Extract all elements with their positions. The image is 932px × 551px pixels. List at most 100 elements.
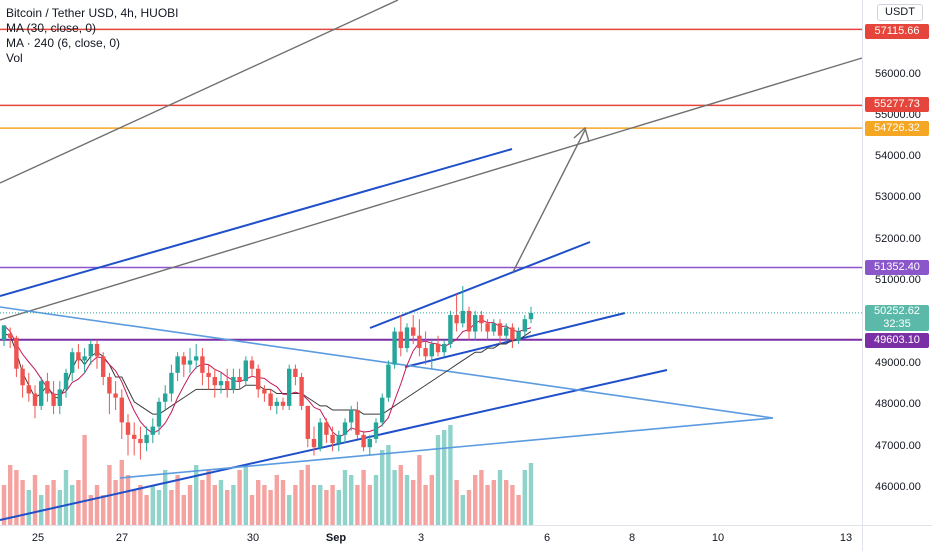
candle-body — [26, 385, 31, 394]
candle-body — [163, 393, 168, 402]
volume-bar — [63, 470, 69, 525]
candle-body — [318, 422, 323, 448]
candle-body — [398, 331, 403, 349]
volume-bar — [138, 485, 143, 525]
volume-bar — [94, 485, 100, 525]
volume-bar — [231, 485, 236, 525]
volume-bar — [305, 465, 310, 525]
level-tag-49603: 49603.10 — [865, 333, 929, 348]
volume-indicator-label[interactable]: Vol — [6, 51, 23, 65]
volume-bar — [212, 485, 217, 525]
volume-bar — [522, 470, 527, 525]
volume-bar — [8, 465, 13, 525]
candle-body — [504, 327, 509, 336]
volume-bar — [187, 485, 193, 525]
candle-body — [187, 360, 193, 365]
volume-bar — [454, 480, 459, 525]
candle-body — [448, 315, 453, 344]
candle-body — [169, 372, 174, 394]
volume-bar — [26, 490, 31, 525]
candle-body — [243, 360, 248, 382]
volume-bar — [324, 490, 329, 525]
time-tick: 3 — [417, 532, 425, 544]
bar-countdown: 32:35 — [883, 318, 911, 330]
volume-bar — [355, 485, 360, 525]
candle-body — [392, 331, 397, 365]
volume-bar — [485, 485, 490, 525]
volume-bar — [163, 470, 168, 525]
candle-body — [231, 376, 236, 390]
candle-body — [76, 352, 81, 361]
candle-body — [435, 343, 441, 353]
chart-legend: Bitcoin / Tether USD, 4h, HUOBI MA (30, … — [6, 6, 179, 66]
volume-bar — [249, 495, 255, 525]
candle-body — [404, 327, 410, 349]
currency-button[interactable]: USDT — [877, 4, 923, 21]
candle-body — [1, 325, 7, 340]
volume-bar — [206, 470, 211, 525]
ma240-indicator-label[interactable]: MA · 240 (6, close, 0) — [6, 36, 121, 50]
candle-body — [386, 364, 391, 398]
price-tick: 55000.00 — [875, 109, 921, 121]
trend-line — [369, 241, 591, 329]
axis-corner — [862, 525, 932, 551]
price-tick: 47000.00 — [875, 440, 921, 452]
price-tick: 46000.00 — [875, 481, 921, 493]
trend-line — [0, 306, 774, 419]
candle-body — [324, 422, 329, 435]
candle-body — [522, 319, 527, 332]
volume-bar — [20, 480, 25, 525]
symbol-title[interactable]: Bitcoin / Tether USD, 4h, HUOBI — [6, 6, 179, 20]
candle-body — [150, 426, 155, 435]
volume-bar — [386, 445, 391, 525]
level-tag-51352: 51352.40 — [865, 260, 929, 275]
current-price-tag: 50252.62 32:35 — [865, 305, 929, 331]
candle-body — [516, 331, 521, 340]
level-tag-57115: 57115.66 — [865, 24, 929, 39]
volume-bar — [237, 470, 242, 525]
trend-line — [512, 129, 586, 273]
candle-body — [32, 393, 38, 406]
candle-body — [94, 343, 100, 357]
volume-bar — [82, 435, 87, 525]
time-axis[interactable]: 25 27 30 Sep 3 6 8 10 13 — [0, 525, 862, 551]
volume-bar — [423, 485, 428, 525]
volume-bar — [398, 465, 403, 525]
volume-bar — [1, 485, 7, 525]
candle-body — [63, 372, 69, 390]
volume-bar — [429, 475, 434, 525]
volume-bar — [404, 475, 410, 525]
time-tick: 6 — [543, 532, 551, 544]
candle-body — [485, 323, 490, 332]
level-tag-55277: 55277.73 — [865, 97, 929, 112]
candle-body — [119, 397, 124, 423]
volume-bar — [516, 495, 521, 525]
volume-bar — [528, 463, 534, 525]
level-tag-54726: 54726.32 — [865, 121, 929, 136]
trend-line — [0, 148, 513, 297]
candle-body — [262, 389, 267, 394]
candle-body — [107, 376, 112, 394]
volume-bar — [45, 485, 50, 525]
volume-bar — [373, 475, 379, 525]
time-tick: 27 — [115, 532, 129, 544]
candle-body — [367, 438, 372, 448]
volume-bar — [218, 480, 224, 525]
candle-body — [380, 397, 385, 423]
price-axis[interactable]: USDT 56000.00 55000.00 54000.00 53000.00… — [862, 0, 932, 525]
volume-bar — [156, 490, 162, 525]
candle-body — [57, 389, 62, 406]
volume-bar — [299, 470, 304, 525]
candle-body — [268, 393, 273, 406]
candle-body — [249, 360, 255, 369]
candle-body — [280, 401, 286, 406]
candle-body — [70, 352, 75, 373]
volume-bar — [280, 480, 286, 525]
candle-body — [460, 310, 465, 324]
ma30-indicator-label[interactable]: MA (30, close, 0) — [6, 21, 97, 35]
price-tick: 52000.00 — [875, 233, 921, 245]
candle-body — [411, 327, 416, 336]
price-tick: 48000.00 — [875, 398, 921, 410]
